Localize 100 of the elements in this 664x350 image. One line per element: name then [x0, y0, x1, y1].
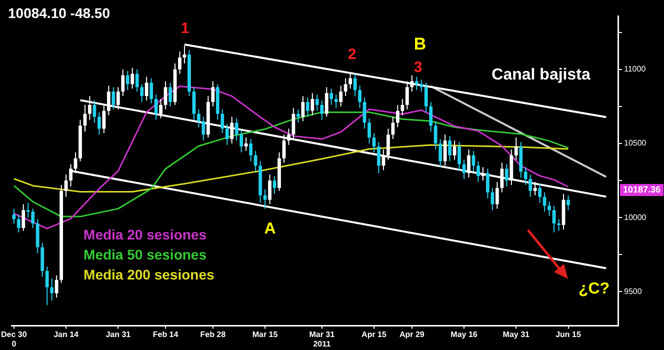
- annotation: 2: [348, 46, 356, 64]
- annotation: Canal bajista: [492, 66, 590, 84]
- candlestick: [102, 104, 106, 134]
- candlestick: [220, 108, 224, 134]
- candlestick: [330, 88, 334, 106]
- candlestick: [26, 202, 30, 218]
- candlestick: [528, 174, 532, 198]
- candlestick: [500, 162, 504, 193]
- candlestick: [287, 128, 290, 146]
- candlestick: [429, 101, 433, 132]
- candlestick: [225, 124, 229, 146]
- candlestick: [310, 92, 314, 116]
- candlestick: [22, 204, 26, 232]
- x-tick-label: Apr 15: [362, 330, 387, 339]
- candlestick: [542, 192, 546, 212]
- candlestick: [296, 108, 300, 124]
- candlestick: [40, 242, 44, 278]
- candlestick: [448, 136, 452, 162]
- candlestick: [358, 85, 362, 108]
- candlestick: [31, 208, 35, 228]
- candlestick: [467, 148, 470, 178]
- candlestick: [234, 118, 238, 142]
- annotation: ¿C?: [578, 280, 610, 298]
- candlestick: [240, 130, 244, 153]
- candlestick: [400, 98, 404, 116]
- candlestick: [144, 76, 148, 101]
- candlestick: [54, 274, 58, 298]
- annotation: 1: [180, 20, 190, 38]
- x-tick-label: Apr 29: [399, 330, 425, 339]
- candlestick: [334, 94, 338, 108]
- series-label: Media 20 sesiones: [84, 226, 207, 243]
- candlestick: [476, 160, 480, 183]
- candlestick: [112, 86, 116, 110]
- candlestick: [301, 96, 305, 122]
- candlestick: [154, 94, 158, 120]
- x-tick-label: Feb 14: [152, 330, 179, 339]
- candlestick: [490, 187, 494, 211]
- text: Media 200 sesiones: [84, 266, 214, 283]
- candlestick: [548, 200, 551, 217]
- candlestick: [538, 183, 542, 204]
- candlestick: [443, 134, 447, 166]
- candlestick: [16, 214, 20, 233]
- candlestick: [495, 182, 499, 210]
- x-tick-label: Dec 30 0: [1, 330, 28, 348]
- candlestick: [481, 166, 485, 182]
- candlestick: [230, 116, 234, 144]
- x-tick-label: Feb 28: [200, 330, 226, 339]
- text: 10187.36: [623, 184, 661, 194]
- candlestick: [50, 278, 54, 302]
- x-tick-label: Mar 31 2011: [309, 330, 336, 348]
- x-tick-label: Jan 14: [54, 330, 80, 339]
- candlestick: [391, 116, 395, 140]
- candlestick: [211, 80, 215, 107]
- candlestick: [414, 76, 418, 91]
- y-tick-label: 10000: [624, 212, 647, 222]
- candlestick: [486, 168, 490, 199]
- x-tick-label: Jun 15: [556, 330, 582, 339]
- candlestick: [168, 82, 172, 107]
- x-tick-label: Jan 31: [106, 330, 132, 339]
- candlestick: [12, 208, 16, 224]
- candlestick: [36, 218, 40, 254]
- candlestick: [386, 128, 390, 160]
- y-tick-label: 9500: [624, 286, 642, 296]
- candlestick: [306, 97, 310, 118]
- candlestick: [368, 118, 371, 144]
- annotation: B: [414, 34, 426, 54]
- candlestick: [178, 51, 182, 74]
- annotation: 3: [414, 59, 422, 76]
- candlestick: [315, 94, 319, 112]
- candlestick: [552, 205, 556, 233]
- x-tick-label: Mar 15: [252, 330, 278, 339]
- candlestick: [339, 85, 343, 107]
- candlestick: [514, 137, 518, 160]
- candlestick: [348, 72, 352, 90]
- candlestick: [268, 174, 272, 205]
- text: Media 50 sesiones: [84, 246, 207, 263]
- candlestick: [557, 218, 560, 232]
- candlestick: [438, 138, 442, 168]
- candlestick: [344, 78, 348, 97]
- candlestick: [377, 141, 380, 174]
- candlestick: [424, 82, 428, 113]
- chart-title: 10084.10 -48.50: [8, 4, 110, 21]
- candlestick: [263, 188, 267, 210]
- candlestick: [121, 68, 125, 97]
- y-tick-label: 11000: [624, 64, 646, 74]
- candlestick: [140, 84, 144, 102]
- candlestick: [504, 164, 508, 187]
- candlestick: [202, 116, 206, 142]
- annotation: A: [264, 220, 276, 238]
- candlestick: [150, 78, 154, 104]
- candlestick: [135, 68, 139, 92]
- candlestick: [410, 74, 414, 92]
- y-tick-label: 10500: [624, 138, 647, 148]
- candlestick: [458, 141, 461, 171]
- candlestick: [396, 104, 400, 128]
- x-tick-label: May 16: [450, 330, 478, 339]
- candlestick: [196, 108, 200, 128]
- candlestick: [249, 138, 253, 162]
- candlestick: [126, 70, 130, 91]
- candlestick: [130, 67, 134, 90]
